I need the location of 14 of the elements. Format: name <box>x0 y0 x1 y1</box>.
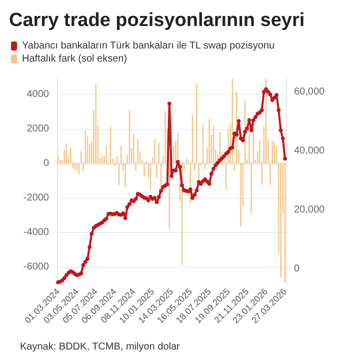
y2-tick-label: 40,000 <box>294 145 326 156</box>
chart-title: Carry trade pozisyonlarının seyri <box>9 10 305 31</box>
y-tick-label: 2000 <box>26 123 50 134</box>
legend-label: Haftalık fark (sol eksen) <box>22 54 128 64</box>
y-tick-label: -4000 <box>23 226 50 238</box>
y-tick-label: 0 <box>43 158 50 169</box>
y2-tick-label: 0 <box>294 264 300 275</box>
y-tick-label: -2000 <box>23 192 50 204</box>
legend-label: Yabancı bankaların Türk bankaları ile TL swap pozisyonu <box>22 40 275 52</box>
text: Kaynak: BDDK, TCMB, milyon dolar <box>20 342 181 352</box>
y2-tick-label: 20,000 <box>294 204 326 216</box>
y2-tick-label: 60,000 <box>294 86 326 98</box>
y-tick-label: -6000 <box>23 261 50 272</box>
y-tick-label: 4000 <box>26 88 50 100</box>
